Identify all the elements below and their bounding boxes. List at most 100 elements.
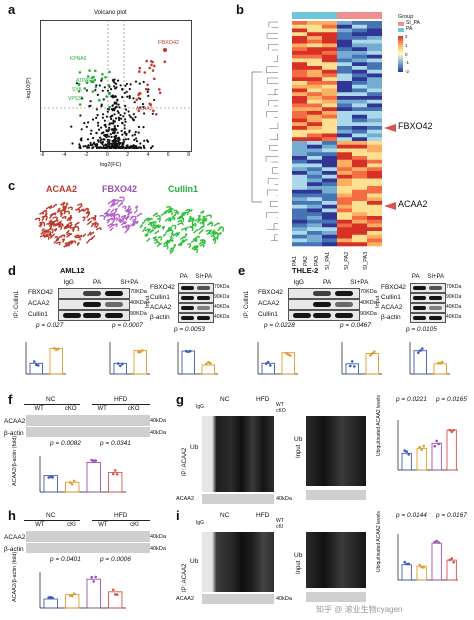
d-fbxo42-dot [35,363,38,367]
structure-ribbon [46,233,52,238]
heatmap-cell [367,231,382,236]
i-input-label: Input [296,560,302,574]
volcano-point [101,89,104,92]
heatmap-cell [352,66,367,71]
heatmap-cell [367,107,382,112]
d-input-kda: 40KDa [214,314,230,320]
g-pval-2: p = 0.0165 [436,396,467,403]
heatmap-cell [367,81,382,86]
i-ip-label: IP: ACAA2 [182,563,188,592]
e-acaa2-cullin1-bar [345,363,359,375]
structure-ribbon [76,242,80,246]
f-bar [108,471,123,493]
volcano-point [131,134,134,137]
heatmap-cell [367,223,382,228]
heatmap-cell [367,118,382,123]
panel-label-b: b [236,2,244,17]
g-dot [407,453,410,456]
structure-ribbon [157,225,162,229]
volcano-point-up [150,63,153,67]
d-blot-cullin1 [58,310,130,321]
heatmap-cell [337,167,352,172]
volcano-point [111,139,114,143]
structure-ribbon [124,208,129,213]
heatmap-cell [322,178,337,183]
structure-ribbon [167,237,174,243]
structure-ribbon [193,244,198,249]
f-pval-1: p = 0.0082 [50,440,81,447]
structure-ribbon [64,242,71,247]
heatmap-cell [292,39,307,44]
e-input-row: FBXO42 [381,284,406,291]
heatmap-cell [337,219,352,224]
volcano-point [113,129,116,132]
structure-ribbon [180,227,187,232]
heatmap-cell [292,227,307,232]
heatmap-cell [367,111,382,116]
volcano-point [124,120,127,123]
g-acaa2-label: ACAA2 [176,496,195,502]
volcano-point-up [151,60,154,64]
heatmap-cell [292,36,307,41]
structure-ribbon [152,236,157,240]
heatmap-cell [352,73,367,78]
structure-ribbon [141,226,147,233]
volcano-point [142,80,145,84]
volcano-point-down [105,95,108,98]
heatmap-cell [292,171,307,176]
volcano-point [89,100,92,103]
structure-ribbon [106,219,110,224]
volcano-point [85,125,88,128]
volcano-label-fbxo42: FBXO42 [158,40,180,46]
i-pval-1: p = 0.0144 [396,512,427,519]
e-acaa2-cullin1-dot [373,350,376,353]
heatmap-cell [307,69,322,74]
structure-ribbon [155,224,160,228]
heatmap-cell [352,197,367,202]
volcano-point [134,130,137,134]
volcano-point [87,121,90,124]
e-fbxo42-dot [287,353,290,356]
heatmap-cell [337,88,352,93]
heatmap-cell [367,167,382,172]
volcano-point [116,124,119,127]
heatmap-cell [322,182,337,187]
structure-ribbon [82,233,87,238]
heatmap-cell [352,51,367,56]
heatmap-cell [307,171,322,176]
structure-ribbon [169,232,174,239]
heatmap-cell [337,159,352,164]
heatmap-cell [307,212,322,217]
heatmap-cell [352,178,367,183]
e-acaa2-actin-bar [433,363,447,375]
volcano-point [119,113,122,117]
structure-ribbon [191,223,197,228]
g-cond-hfd: HFD [256,396,270,403]
g-dot [435,439,438,443]
f-dot [70,483,74,486]
xtick: -2 [83,152,89,158]
e-input-blot [410,313,446,323]
heatmap-cell [337,182,352,187]
e-blot-cullin1 [288,310,360,321]
volcano-point-down [90,76,94,79]
heatmap-cell [352,69,367,74]
heatmap-cell [307,193,322,198]
h-dot [72,592,76,595]
d-row-fbxo42: FBXO42 [28,289,53,296]
d-acaa2-cullin1-bar [133,350,147,375]
structure-ribbon [39,211,44,216]
volcano-point [85,89,88,92]
heatmap-cell [292,69,307,74]
heatmap-cell [292,219,307,224]
e-ip-label: IP: Cullin1 [244,290,250,318]
structure-ribbon [192,237,198,243]
structure-ribbon [121,217,125,222]
volcano-point [118,106,121,109]
volcano-point-up [143,71,147,74]
heatmap-cell [352,47,367,52]
heatmap-cell [322,84,337,89]
heatmap-cell [292,43,307,48]
h-line-hfd [92,520,150,521]
heatmap-cell [322,43,337,48]
